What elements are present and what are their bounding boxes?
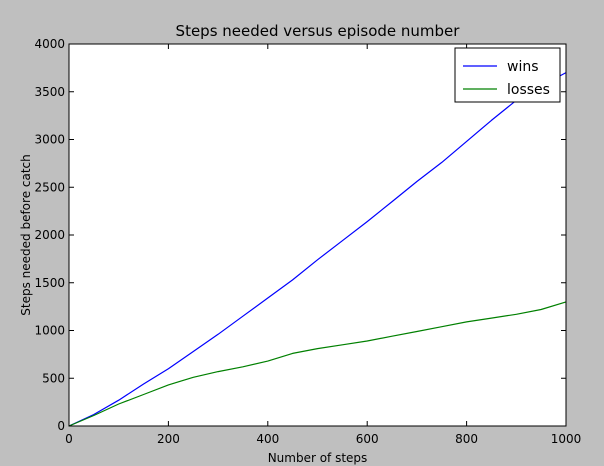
- x-tick-label: 200: [157, 432, 180, 446]
- axis-ticks: 0 200 400 600 800 1000 0 500 1000 1500 2000 2500 300…: [34, 37, 581, 446]
- plot-area: [69, 44, 566, 426]
- y-tick-label: 4000: [34, 37, 65, 51]
- y-axis-label: Steps needed before catch: [19, 154, 33, 315]
- legend-box: [454, 47, 561, 103]
- y-tick-label: 3000: [34, 133, 65, 147]
- y-tick-label: 3500: [34, 85, 65, 99]
- legend-label-losses: losses: [507, 82, 550, 98]
- series-line-wins: [68, 72, 567, 427]
- y-tick-label: 1000: [34, 324, 65, 338]
- x-tick-label: 0: [65, 432, 73, 446]
- series-lines: [68, 72, 567, 427]
- y-tick-label: 2500: [34, 180, 65, 194]
- y-tick-label: 0: [57, 419, 65, 433]
- legend: wins losses: [454, 47, 561, 103]
- x-tick-label: 600: [356, 432, 379, 446]
- y-tick-label: 1500: [34, 276, 65, 290]
- y-tick-label: 2000: [34, 228, 65, 242]
- series-line-losses: [68, 301, 567, 427]
- y-tick-label: 500: [42, 371, 65, 385]
- chart-title: Steps needed versus episode number: [176, 22, 461, 40]
- x-tick-label: 800: [455, 432, 478, 446]
- x-tick-label: 400: [256, 432, 279, 446]
- legend-label-wins: wins: [507, 59, 539, 75]
- x-axis-label: Number of steps: [268, 451, 368, 465]
- plot-frame: [68, 43, 567, 427]
- x-tick-label: 1000: [551, 432, 582, 446]
